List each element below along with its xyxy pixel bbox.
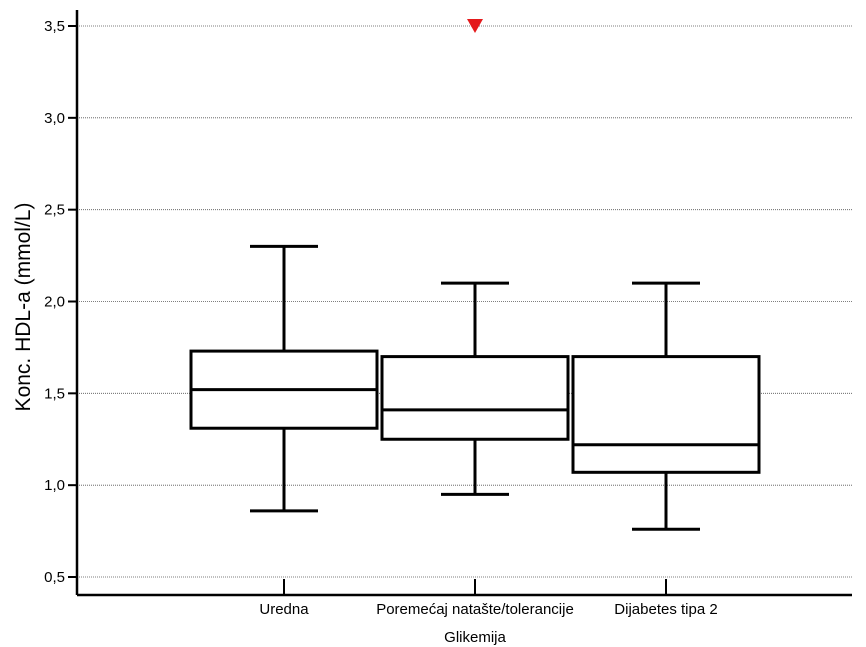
box-iqr xyxy=(571,355,761,474)
box-iqr xyxy=(380,355,570,441)
y-tick-label: 1,5 xyxy=(44,385,65,402)
x-category-label: Dijabetes tipa 2 xyxy=(614,601,717,618)
boxes xyxy=(189,19,761,531)
box-group xyxy=(571,281,761,531)
y-tick-label: 2,5 xyxy=(44,202,65,219)
labels: 0,5 1,0 1,5 2,0 2,5 3,0 3,5 Uredna Poremećaj nat… xyxy=(44,18,718,618)
y-tick-label: 3,0 xyxy=(44,110,65,127)
outlier-marker xyxy=(467,19,483,33)
y-axis-title: Konc. HDL-a (mmol/L) xyxy=(12,203,35,412)
axes xyxy=(68,10,852,597)
y-tick-label: 0,5 xyxy=(44,569,65,586)
box-group xyxy=(189,244,379,513)
y-tick-label: 1,0 xyxy=(44,477,65,494)
y-tick-label: 3,5 xyxy=(44,18,65,35)
x-axis-title: Glikemija xyxy=(444,629,506,646)
y-tick-label: 2,0 xyxy=(44,294,65,311)
x-category-label: Uredna xyxy=(259,601,309,618)
x-category-label: Poremećaj natašte/tolerancije xyxy=(376,601,574,618)
box-group xyxy=(380,19,570,496)
